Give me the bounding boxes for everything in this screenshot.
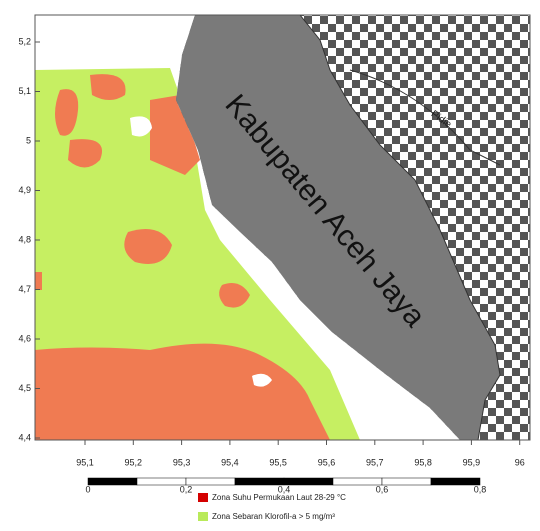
legend-swatch	[198, 493, 208, 502]
latitude-label: 4,5	[18, 383, 31, 393]
scale-label: 0,8	[474, 484, 487, 494]
latitude-label: 4,4	[18, 432, 31, 442]
scale-segment	[382, 478, 431, 485]
latitude-label: 5	[26, 135, 31, 145]
longitude-label: 95,2	[125, 457, 143, 467]
scale-label: 0,6	[376, 484, 389, 494]
scale-segment	[88, 478, 137, 485]
longitude-label: 95,5	[269, 457, 287, 467]
latitude-label: 4,7	[18, 284, 31, 294]
latitude-label: 4,8	[18, 234, 31, 244]
legend-label: Zona Suhu Permukaan Laut 28-29 °C	[212, 493, 346, 502]
scale-segment	[284, 478, 333, 485]
latitude-label: 4,6	[18, 333, 31, 343]
scale-segment	[186, 478, 235, 485]
legend-label: Zona Sebaran Klorofil-a > 5 mg/m³	[212, 512, 335, 521]
scale-label: 0,2	[180, 484, 193, 494]
latitude-label: 4,9	[18, 185, 31, 195]
scale-segment	[333, 478, 382, 485]
sst-zone	[35, 272, 42, 290]
latitude-label: 5,1	[18, 86, 31, 96]
longitude-label: 95,1	[76, 457, 94, 467]
legend-swatch	[198, 512, 208, 521]
map-body	[35, 15, 530, 440]
latitude-label: 5,2	[18, 36, 31, 46]
longitude-label: 95,3	[173, 457, 191, 467]
longitude-label: 95,9	[463, 457, 481, 467]
legend: Zona Suhu Permukaan Laut 28-29 °C Zona S…	[198, 493, 346, 521]
page: Kabupaten Aceh Jaya Pidie 5,25,154,94,84…	[0, 0, 540, 531]
longitude-label: 96	[515, 457, 525, 467]
scale-segment	[431, 478, 480, 485]
longitude-label: 95,4	[221, 457, 239, 467]
longitude-label: 95,8	[414, 457, 432, 467]
scale-segment	[137, 478, 186, 485]
map-figure: Kabupaten Aceh Jaya Pidie 5,25,154,94,84…	[0, 0, 540, 531]
longitude-label: 95,7	[366, 457, 384, 467]
longitude-axis: 95,1 95,2 95,3 95,4 95,5 95,6 95,7 95,8 95,9 96	[76, 440, 524, 467]
longitude-label: 95,6	[318, 457, 336, 467]
scale-label: 0	[85, 484, 90, 494]
scale-segment	[235, 478, 284, 485]
